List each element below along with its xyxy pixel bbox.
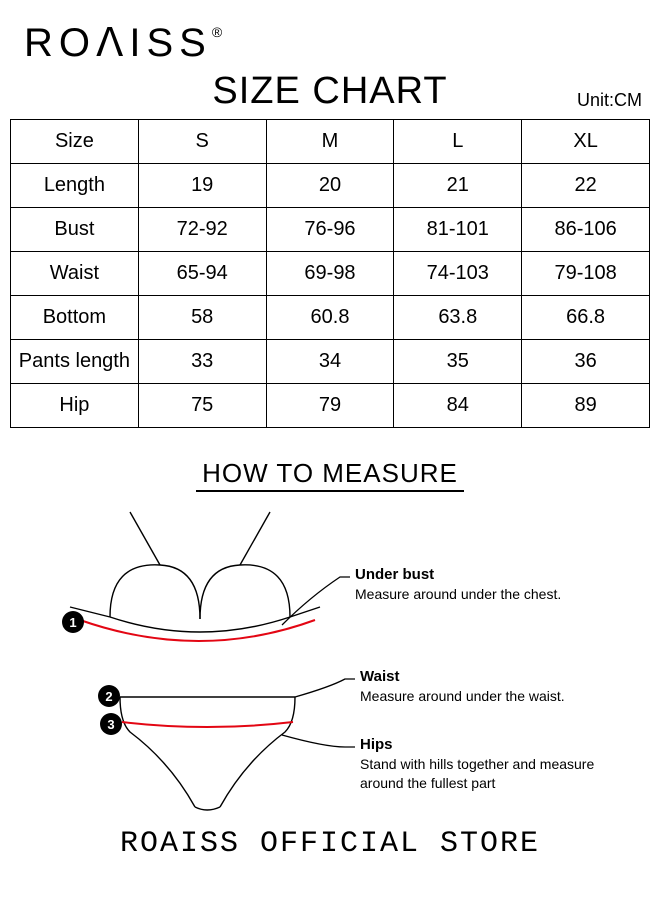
cell: 33 bbox=[138, 340, 266, 384]
cell: 81-101 bbox=[394, 208, 522, 252]
howto-heading-text: HOW TO MEASURE bbox=[196, 458, 464, 492]
title-row: SIZE CHART Unit:CM bbox=[0, 70, 660, 113]
measure-label-waist: Waist Measure around under the waist. bbox=[360, 667, 565, 706]
table-row: Pants length 33 34 35 36 bbox=[11, 340, 650, 384]
cell: Waist bbox=[11, 252, 139, 296]
cell: Bust bbox=[11, 208, 139, 252]
cell: 69-98 bbox=[266, 252, 394, 296]
col-header: L bbox=[394, 120, 522, 164]
cell: 76-96 bbox=[266, 208, 394, 252]
table-row: Waist 65-94 69-98 74-103 79-108 bbox=[11, 252, 650, 296]
col-header: M bbox=[266, 120, 394, 164]
cell: 20 bbox=[266, 164, 394, 208]
unit-label: Unit:CM bbox=[577, 90, 642, 111]
cell: 84 bbox=[394, 384, 522, 428]
cell: 35 bbox=[394, 340, 522, 384]
cell: 89 bbox=[522, 384, 650, 428]
cell: 21 bbox=[394, 164, 522, 208]
measure-diagram: 1 2 3 Under bust Measure around under th… bbox=[10, 507, 650, 827]
cell: 34 bbox=[266, 340, 394, 384]
cell: 60.8 bbox=[266, 296, 394, 340]
cell: 72-92 bbox=[138, 208, 266, 252]
col-header: Size bbox=[11, 120, 139, 164]
brand-text: ROᐱISS bbox=[24, 21, 212, 65]
measure-badge-2: 2 bbox=[98, 685, 120, 707]
size-chart-table: Size S M L XL Length 19 20 21 22 Bust 72… bbox=[10, 119, 650, 428]
measure-label-hips: Hips Stand with hills together and measu… bbox=[360, 735, 630, 793]
table-row: Hip 75 79 84 89 bbox=[11, 384, 650, 428]
footer-store: ROAISS OFFICIAL STORE bbox=[0, 827, 660, 861]
cell: 79 bbox=[266, 384, 394, 428]
label-desc: Measure around under the chest. bbox=[355, 585, 561, 604]
col-header: S bbox=[138, 120, 266, 164]
cell: 58 bbox=[138, 296, 266, 340]
label-desc: Stand with hills together and measure ar… bbox=[360, 755, 630, 793]
cell: 74-103 bbox=[394, 252, 522, 296]
cell: 36 bbox=[522, 340, 650, 384]
cell: 75 bbox=[138, 384, 266, 428]
label-title: Hips bbox=[360, 735, 630, 755]
table-row: Length 19 20 21 22 bbox=[11, 164, 650, 208]
howto-heading: HOW TO MEASURE bbox=[0, 458, 660, 489]
cell: 63.8 bbox=[394, 296, 522, 340]
cell: Hip bbox=[11, 384, 139, 428]
table-body: Length 19 20 21 22 Bust 72-92 76-96 81-1… bbox=[11, 164, 650, 428]
registered-mark: ® bbox=[212, 24, 222, 40]
measure-badge-1: 1 bbox=[62, 611, 84, 633]
cell: Length bbox=[11, 164, 139, 208]
cell: Pants length bbox=[11, 340, 139, 384]
col-header: XL bbox=[522, 120, 650, 164]
badge-number: 3 bbox=[107, 717, 114, 732]
label-title: Waist bbox=[360, 667, 565, 687]
label-title: Under bust bbox=[355, 565, 561, 585]
cell: Bottom bbox=[11, 296, 139, 340]
table-row: Bottom 58 60.8 63.8 66.8 bbox=[11, 296, 650, 340]
cell: 66.8 bbox=[522, 296, 650, 340]
table-header-row: Size S M L XL bbox=[11, 120, 650, 164]
cell: 65-94 bbox=[138, 252, 266, 296]
cell: 22 bbox=[522, 164, 650, 208]
badge-number: 2 bbox=[105, 689, 112, 704]
measure-badge-3: 3 bbox=[100, 713, 122, 735]
label-desc: Measure around under the waist. bbox=[360, 687, 565, 706]
cell: 19 bbox=[138, 164, 266, 208]
badge-number: 1 bbox=[69, 615, 76, 630]
measure-label-underbust: Under bust Measure around under the ches… bbox=[355, 565, 561, 604]
page-title: SIZE CHART bbox=[212, 70, 447, 113]
cell: 86-106 bbox=[522, 208, 650, 252]
table-row: Bust 72-92 76-96 81-101 86-106 bbox=[11, 208, 650, 252]
brand-logo: ROᐱISS® bbox=[0, 0, 660, 66]
cell: 79-108 bbox=[522, 252, 650, 296]
